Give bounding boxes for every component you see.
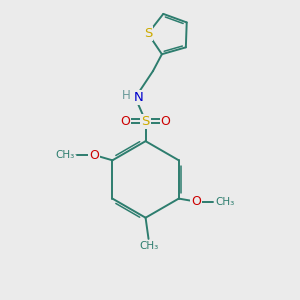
Text: S: S [141, 115, 150, 128]
Text: H: H [122, 89, 131, 102]
Text: CH₃: CH₃ [139, 241, 158, 251]
Text: OCH₃: OCH₃ [75, 154, 79, 155]
Text: N: N [134, 91, 144, 104]
Text: O: O [121, 115, 130, 128]
Text: O: O [191, 195, 201, 208]
Text: O: O [89, 148, 99, 161]
Text: S: S [144, 27, 152, 40]
Text: CH₃: CH₃ [215, 196, 235, 206]
Text: O: O [161, 115, 170, 128]
Text: CH₃: CH₃ [55, 150, 74, 160]
Text: methoxy: methoxy [69, 154, 75, 156]
